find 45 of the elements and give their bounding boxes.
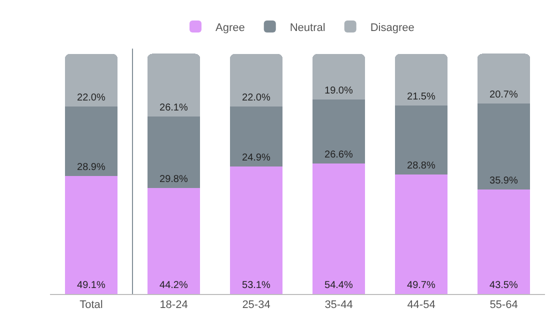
- bar: [64, 106, 118, 176]
- bar: [147, 188, 200, 294]
- data-label: 19.0%: [324, 86, 353, 97]
- data-label: 28.8%: [407, 160, 436, 172]
- data-label: 22.0%: [242, 92, 270, 104]
- bar: [230, 54, 283, 107]
- legend-label: Disagree: [370, 22, 414, 34]
- bar: [394, 106, 448, 175]
- bar: [477, 54, 530, 104]
- bar: [64, 54, 118, 107]
- bar: [147, 54, 200, 116]
- data-label: 26.1%: [160, 102, 188, 114]
- data-label: 29.8%: [160, 174, 188, 185]
- data-label: 54.4%: [324, 280, 353, 291]
- bar: [64, 176, 118, 294]
- data-label: 49.7%: [407, 280, 436, 291]
- x-tick-label: 25-34: [242, 299, 270, 312]
- data-label: 20.7%: [490, 89, 518, 100]
- bar: [312, 54, 366, 100]
- data-label: 24.9%: [242, 152, 270, 164]
- data-label: 21.5%: [407, 92, 436, 103]
- data-label: 28.9%: [77, 162, 106, 174]
- x-tick-label: 35-44: [324, 299, 353, 312]
- bar: [394, 54, 448, 106]
- x-tick-label: 55-64: [490, 299, 518, 312]
- data-label: 43.5%: [490, 280, 518, 291]
- bar: [394, 174, 448, 294]
- data-label: 49.1%: [77, 280, 106, 291]
- legend-label: Agree: [216, 22, 245, 34]
- x-tick-label: 18-24: [160, 299, 188, 312]
- data-label: 53.1%: [242, 280, 270, 291]
- bar: [477, 190, 530, 294]
- bar: [312, 100, 366, 164]
- bar: [230, 166, 283, 294]
- x-tick-label: Total: [80, 299, 103, 312]
- bar: [230, 106, 283, 166]
- bar: [147, 116, 200, 188]
- bar: [312, 163, 366, 294]
- data-label: 22.0%: [77, 92, 106, 104]
- data-label: 44.2%: [160, 280, 188, 291]
- data-label: 35.9%: [490, 176, 518, 187]
- bar: [477, 103, 530, 190]
- x-tick-label: 44-54: [407, 299, 436, 312]
- legend-label: Neutral: [290, 22, 326, 34]
- data-label: 26.6%: [324, 149, 353, 160]
